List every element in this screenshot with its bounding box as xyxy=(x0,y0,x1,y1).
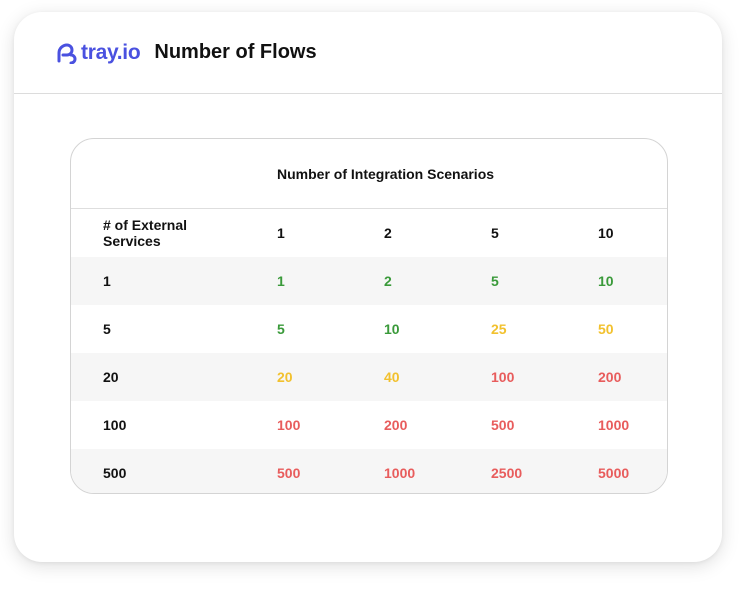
column-header: 5 xyxy=(491,225,499,241)
services-label-line1: # of External xyxy=(103,217,188,233)
column-header: 10 xyxy=(598,225,614,241)
flows-table: Number of Integration Scenarios # of Ext… xyxy=(70,138,668,494)
flow-count: 1000 xyxy=(598,417,630,433)
flow-count: 5 xyxy=(491,273,499,289)
flow-count: 50 xyxy=(598,321,614,337)
flow-count: 40 xyxy=(384,369,400,385)
flow-count: 200 xyxy=(598,369,622,385)
brand-text: tray.io xyxy=(81,40,141,64)
row-label: 5 xyxy=(103,321,111,337)
flow-count: 10 xyxy=(598,273,614,289)
table-row: 100 100 200 500 1000 xyxy=(71,401,667,449)
column-header: 1 xyxy=(277,225,285,241)
flow-count: 2500 xyxy=(491,465,523,481)
table-row: 1 1 2 5 10 xyxy=(71,257,667,305)
flow-count: 200 xyxy=(384,417,408,433)
column-header-row: # of External Services 1 2 5 10 xyxy=(71,209,667,257)
flow-count: 2 xyxy=(384,273,392,289)
row-label: 1 xyxy=(103,273,111,289)
card-header: tray.io Number of Flows xyxy=(14,12,722,94)
scenario-header: Number of Integration Scenarios xyxy=(71,139,667,209)
page-title: Number of Flows xyxy=(154,41,317,63)
flow-count: 1000 xyxy=(384,465,416,481)
flow-count: 5000 xyxy=(598,465,630,481)
flow-count: 25 xyxy=(491,321,507,337)
flow-count: 100 xyxy=(491,369,515,385)
table-row: 20 20 40 100 200 xyxy=(71,353,667,401)
table-row: 500 500 1000 2500 5000 xyxy=(71,449,667,493)
column-header: 2 xyxy=(384,225,392,241)
flow-count: 20 xyxy=(277,369,293,385)
flow-count: 5 xyxy=(277,321,285,337)
flow-count: 500 xyxy=(277,465,301,481)
brand-logo: tray.io xyxy=(56,40,141,65)
services-label-line2: Services xyxy=(103,233,161,249)
flow-count: 500 xyxy=(491,417,515,433)
scenario-title: Number of Integration Scenarios xyxy=(277,165,495,182)
row-label: 20 xyxy=(103,369,119,385)
flow-count: 100 xyxy=(277,417,301,433)
row-label: 500 xyxy=(103,465,127,481)
services-label: # of External Services xyxy=(71,217,277,249)
tray-logo-icon xyxy=(57,43,77,64)
flow-count: 1 xyxy=(277,273,285,289)
flows-card: tray.io Number of Flows Number of Integr… xyxy=(14,12,722,562)
row-label: 100 xyxy=(103,417,127,433)
flow-count: 10 xyxy=(384,321,400,337)
table-row: 5 5 10 25 50 xyxy=(71,305,667,353)
